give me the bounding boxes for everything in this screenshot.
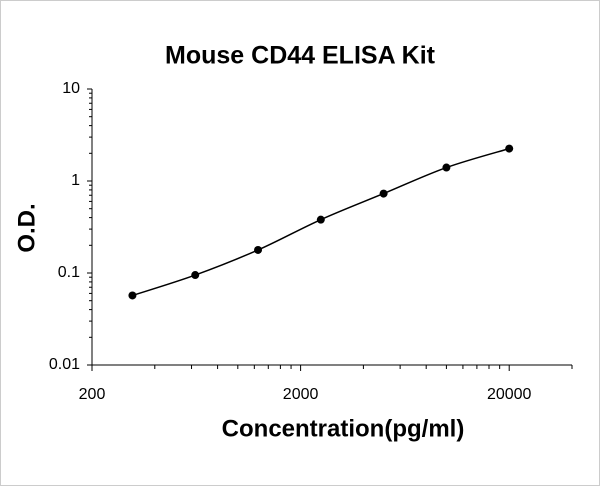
x-tick-label: 2000 xyxy=(283,386,319,403)
point xyxy=(128,291,137,300)
y-tick-label: 1 xyxy=(71,172,80,189)
x-tick-label: 20000 xyxy=(487,386,532,403)
point xyxy=(442,163,451,172)
point xyxy=(191,271,200,280)
point xyxy=(316,215,325,224)
point xyxy=(254,245,263,254)
x-tick-label: 200 xyxy=(79,386,106,403)
x-axis-label: Concentration(pg/ml) xyxy=(222,415,465,442)
y-tick-label: 0.01 xyxy=(49,356,80,373)
y-tick-label: 0.1 xyxy=(58,264,80,281)
y-axis-label: O.D. xyxy=(13,203,40,252)
y-tick-label: 10 xyxy=(62,80,80,97)
point xyxy=(505,144,514,153)
point xyxy=(379,189,388,198)
chart-title: Mouse CD44 ELISA Kit xyxy=(165,42,436,70)
